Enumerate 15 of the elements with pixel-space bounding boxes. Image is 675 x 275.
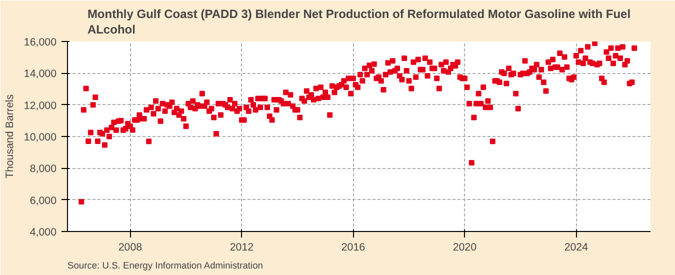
y-tick-label: 6,000: [30, 194, 57, 207]
y-tick-label: 10,000: [24, 132, 57, 144]
x-tick-label: 2016: [341, 242, 366, 254]
y-tick-label: 8,000: [30, 163, 57, 176]
y-tick-label: 4,000: [30, 226, 57, 238]
x-tick-label: 2020: [452, 242, 477, 254]
chart-title: Monthly Gulf Coast (PADD 3) Blender Net Production of Reformulated Motor Gasoline with Fuel ALcohol: [87, 7, 631, 36]
x-tick-label: 2008: [118, 242, 142, 254]
y-tick-label: 14,000: [24, 68, 57, 80]
x-tick-label: 2024: [564, 242, 588, 254]
source-note: Source: U.S. Energy Information Administration: [68, 260, 263, 270]
y-tick-label: 12,000: [24, 100, 57, 112]
y-tick-label: 16,000: [24, 36, 57, 48]
x-tick-label: 2012: [230, 242, 254, 254]
y-axis-title: Thousand Barrels: [4, 94, 16, 179]
